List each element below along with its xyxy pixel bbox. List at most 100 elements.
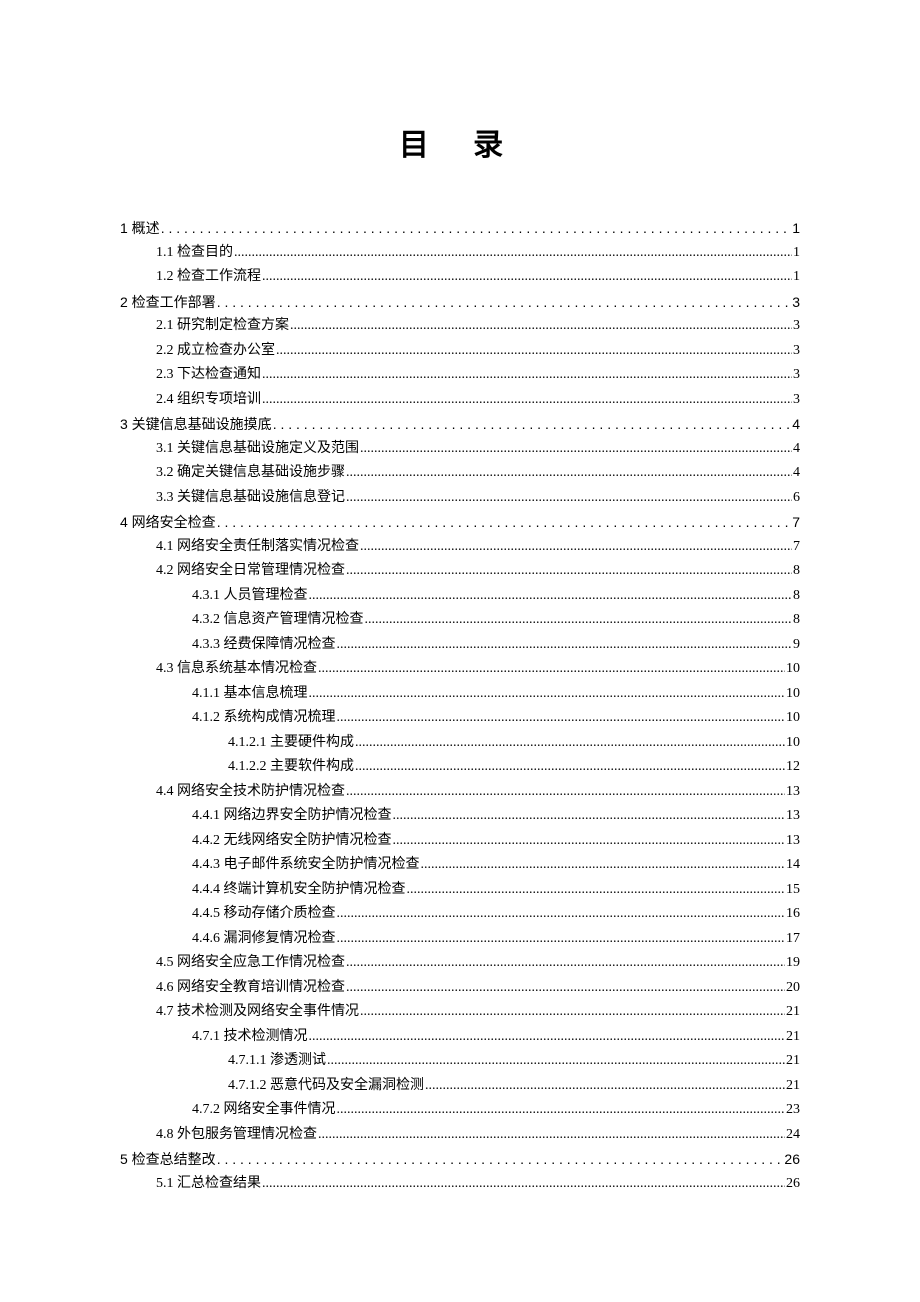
toc-entry: 4.3.1 人员管理检查............................…	[120, 584, 800, 609]
toc-entry-text: 4.4.4 终端计算机安全防护情况检查	[192, 878, 406, 903]
toc-entry-page: 21	[786, 1049, 800, 1074]
toc-entry-text: 4 网络安全检查	[120, 510, 216, 535]
toc-leader: ........................................…	[407, 878, 786, 903]
toc-entry-page: 14	[786, 853, 800, 878]
toc-entry: 2.4 组织专项培训..............................…	[120, 388, 800, 413]
toc-leader: ........................................…	[360, 535, 792, 560]
toc-leader: ........................................…	[346, 780, 785, 805]
toc-entry-page: 3	[793, 388, 800, 413]
toc-entry: 4.1 网络安全责任制落实情况检查.......................…	[120, 535, 800, 560]
toc-entry-page: 13	[786, 780, 800, 805]
toc-leader: . . . . . . . . . . . . . . . . . . . . …	[217, 290, 792, 315]
toc-leader: ........................................…	[318, 657, 785, 682]
toc-entry: 4.4.3 电子邮件系统安全防护情况检查....................…	[120, 853, 800, 878]
toc-entry: 2.3 下达检查通知..............................…	[120, 363, 800, 388]
toc-entry-text: 3.1 关键信息基础设施定义及范围	[156, 437, 359, 462]
toc-container: 1 概述. . . . . . . . . . . . . . . . . . …	[120, 216, 800, 1196]
toc-leader: ........................................…	[337, 706, 786, 731]
toc-leader: ........................................…	[360, 437, 792, 462]
toc-leader: ........................................…	[425, 1074, 785, 1099]
toc-entry-page: 15	[786, 878, 800, 903]
toc-entry-page: 13	[786, 829, 800, 854]
toc-entry: 3.1 关键信息基础设施定义及范围.......................…	[120, 437, 800, 462]
toc-entry-text: 3 关键信息基础设施摸底	[120, 412, 272, 437]
toc-leader: ........................................…	[262, 363, 792, 388]
toc-entry-page: 7	[793, 535, 800, 560]
toc-leader: ........................................…	[276, 339, 792, 364]
toc-leader: ........................................…	[262, 1172, 785, 1197]
toc-entry-text: 4.1 网络安全责任制落实情况检查	[156, 535, 359, 560]
toc-entry-text: 2 检查工作部署	[120, 290, 216, 315]
toc-entry-page: 9	[793, 633, 800, 658]
toc-entry: 2.1 研究制定检查方案............................…	[120, 314, 800, 339]
toc-entry-text: 2.3 下达检查通知	[156, 363, 261, 388]
toc-entry: 4.4.4 终端计算机安全防护情况检查.....................…	[120, 878, 800, 903]
toc-leader: ........................................…	[318, 1123, 785, 1148]
toc-entry: 5.1 汇总检查结果..............................…	[120, 1172, 800, 1197]
toc-leader: ........................................…	[262, 265, 792, 290]
toc-entry-text: 4.4.2 无线网络安全防护情况检查	[192, 829, 392, 854]
toc-entry-text: 4.6 网络安全教育培训情况检查	[156, 976, 345, 1001]
toc-entry-page: 13	[786, 804, 800, 829]
toc-title: 目 录	[120, 120, 800, 164]
toc-leader: ........................................…	[337, 633, 793, 658]
toc-entry-page: 3	[793, 339, 800, 364]
toc-leader: ........................................…	[337, 902, 786, 927]
toc-entry-page: 3	[792, 290, 800, 315]
toc-entry-page: 19	[786, 951, 800, 976]
toc-leader: ........................................…	[337, 1098, 786, 1123]
toc-entry-text: 3.2 确定关键信息基础设施步骤	[156, 461, 345, 486]
toc-entry-text: 2.4 组织专项培训	[156, 388, 261, 413]
toc-entry: 4.1.2.2 主要软件构成..........................…	[120, 755, 800, 780]
toc-entry-page: 10	[786, 657, 800, 682]
toc-leader: ........................................…	[327, 1049, 785, 1074]
toc-leader: ........................................…	[234, 241, 792, 266]
toc-leader: . . . . . . . . . . . . . . . . . . . . …	[217, 1147, 784, 1172]
toc-entry-text: 4.5 网络安全应急工作情况检查	[156, 951, 345, 976]
toc-entry: 4.7.1.1 渗透测试............................…	[120, 1049, 800, 1074]
toc-entry: 4.3.2 信息资产管理情况检查........................…	[120, 608, 800, 633]
toc-leader: . . . . . . . . . . . . . . . . . . . . …	[273, 412, 792, 437]
toc-leader: ........................................…	[262, 388, 792, 413]
toc-leader: ........................................…	[346, 976, 785, 1001]
toc-leader: ........................................…	[421, 853, 786, 878]
toc-entry: 4.5 网络安全应急工作情况检查........................…	[120, 951, 800, 976]
toc-leader: . . . . . . . . . . . . . . . . . . . . …	[161, 216, 792, 241]
toc-entry: 4.8 外包服务管理情况检查..........................…	[120, 1123, 800, 1148]
toc-entry-text: 3.3 关键信息基础设施信息登记	[156, 486, 345, 511]
toc-leader: ........................................…	[290, 314, 792, 339]
toc-entry-text: 4.7.1.2 恶意代码及安全漏洞检测	[228, 1074, 424, 1099]
toc-entry: 2.2 成立检查办公室.............................…	[120, 339, 800, 364]
toc-entry: 4.6 网络安全教育培训情况检查........................…	[120, 976, 800, 1001]
toc-leader: ........................................…	[393, 804, 786, 829]
toc-entry-page: 1	[793, 265, 800, 290]
toc-entry: 4.4 网络安全技术防护情况检查........................…	[120, 780, 800, 805]
toc-entry-text: 4.3.3 经费保障情况检查	[192, 633, 336, 658]
toc-entry-text: 4.4.1 网络边界安全防护情况检查	[192, 804, 392, 829]
toc-entry-page: 7	[792, 510, 800, 535]
toc-leader: ........................................…	[346, 559, 792, 584]
toc-entry-page: 3	[793, 314, 800, 339]
toc-entry-text: 4.7 技术检测及网络安全事件情况	[156, 1000, 359, 1025]
toc-leader: ........................................…	[309, 682, 786, 707]
toc-entry-text: 5.1 汇总检查结果	[156, 1172, 261, 1197]
toc-leader: ........................................…	[365, 608, 793, 633]
toc-leader: ........................................…	[355, 755, 785, 780]
toc-entry: 4.2 网络安全日常管理情况检查........................…	[120, 559, 800, 584]
toc-leader: . . . . . . . . . . . . . . . . . . . . …	[217, 510, 792, 535]
toc-entry: 4.7 技术检测及网络安全事件情况.......................…	[120, 1000, 800, 1025]
toc-leader: ........................................…	[346, 951, 785, 976]
toc-entry-page: 24	[786, 1123, 800, 1148]
toc-leader: ........................................…	[309, 1025, 786, 1050]
toc-entry-text: 4.3.2 信息资产管理情况检查	[192, 608, 364, 633]
toc-entry-page: 8	[793, 559, 800, 584]
toc-entry-text: 4.4 网络安全技术防护情况检查	[156, 780, 345, 805]
toc-entry-text: 4.8 外包服务管理情况检查	[156, 1123, 317, 1148]
toc-entry: 4.3.3 经费保障情况检查..........................…	[120, 633, 800, 658]
toc-entry-text: 2.1 研究制定检查方案	[156, 314, 289, 339]
toc-entry-page: 26	[786, 1172, 800, 1197]
toc-leader: ........................................…	[337, 927, 786, 952]
toc-entry-text: 4.1.2.2 主要软件构成	[228, 755, 354, 780]
toc-entry-page: 10	[786, 682, 800, 707]
toc-leader: ........................................…	[360, 1000, 785, 1025]
